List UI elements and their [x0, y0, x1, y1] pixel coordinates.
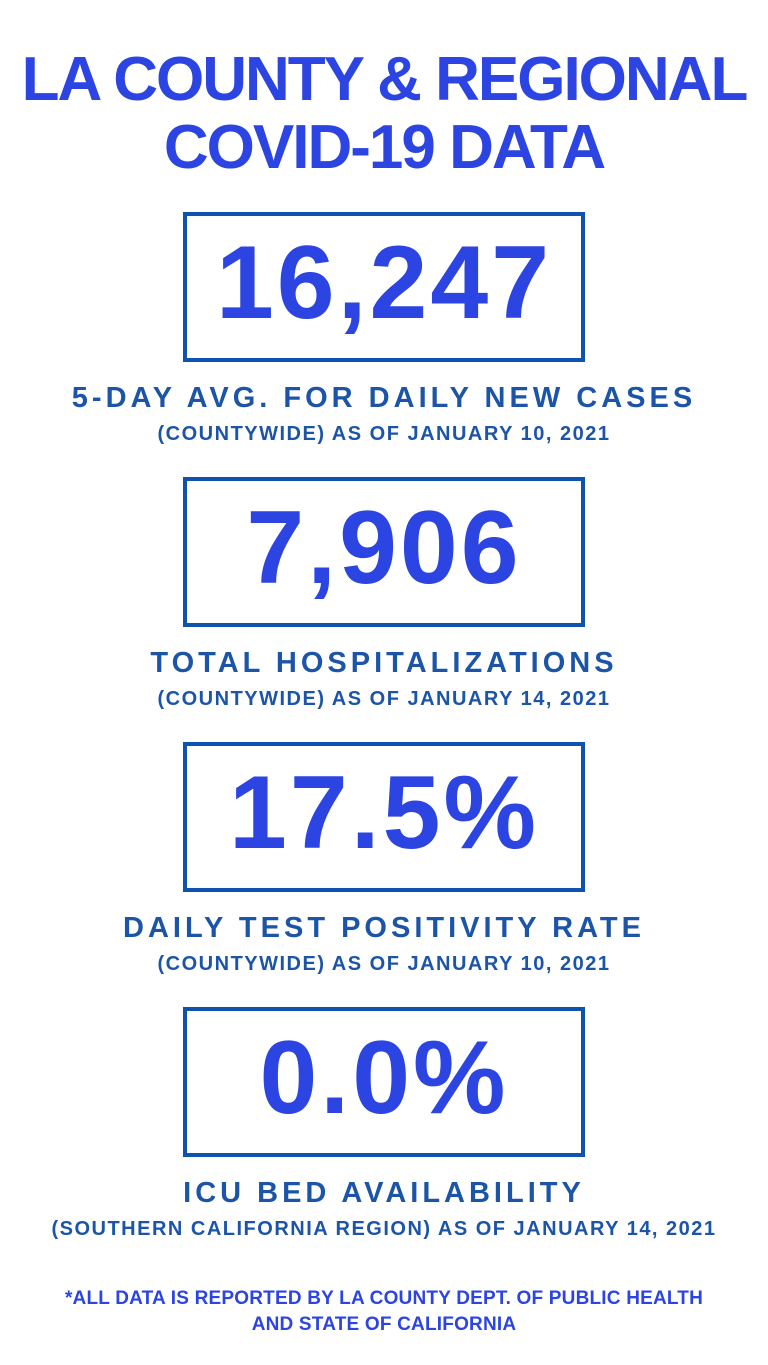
stat-card-total-hospitalizations: 7,906 TOTAL HOSPITALIZATIONS (COUNTYWIDE… [150, 477, 617, 709]
stat-card-daily-new-cases: 16,247 5-DAY AVG. FOR DAILY NEW CASES (C… [72, 212, 696, 444]
footnote-line-1: *ALL DATA IS REPORTED BY LA COUNTY DEPT.… [64, 1288, 704, 1310]
page-title-line-2: COVID-19 DATA [163, 113, 606, 183]
stat-detail-test-positivity-rate: (COUNTYWIDE) AS OF JANUARY 10, 2021 [157, 953, 611, 976]
stat-value-test-positivity-rate: 17.5% [229, 755, 539, 872]
stat-label-daily-new-cases: 5-DAY AVG. FOR DAILY NEW CASES [71, 382, 697, 415]
stat-card-test-positivity-rate: 17.5% DAILY TEST POSITIVITY RATE (COUNTY… [123, 742, 645, 974]
stat-value-box-total-hospitalizations: 7,906 [182, 477, 585, 628]
stat-detail-daily-new-cases: (COUNTYWIDE) AS OF JANUARY 10, 2021 [157, 423, 611, 446]
stat-card-icu-bed-availability: 0.0% ICU BED AVAILABILITY (SOUTHERN CALI… [51, 1007, 716, 1239]
page-title: LA COUNTY & REGIONAL COVID-19 DATA [21, 45, 749, 183]
stat-value-total-hospitalizations: 7,906 [246, 490, 522, 607]
stat-label-total-hospitalizations: TOTAL HOSPITALIZATIONS [150, 647, 618, 680]
stat-label-icu-bed-availability: ICU BED AVAILABILITY [183, 1177, 585, 1210]
stat-value-box-test-positivity-rate: 17.5% [183, 742, 585, 893]
stat-value-icu-bed-availability: 0.0% [259, 1020, 509, 1137]
stat-value-box-icu-bed-availability: 0.0% [182, 1007, 585, 1158]
stat-detail-icu-bed-availability: (SOUTHERN CALIFORNIA REGION) AS OF JANUA… [51, 1218, 717, 1241]
stat-value-box-daily-new-cases: 16,247 [182, 212, 585, 363]
stat-detail-total-hospitalizations: (COUNTYWIDE) AS OF JANUARY 14, 2021 [157, 688, 611, 711]
stat-value-daily-new-cases: 16,247 [215, 225, 553, 342]
page-title-line-1: LA COUNTY & REGIONAL [21, 45, 749, 114]
footnote-line-2: AND STATE OF CALIFORNIA [251, 1314, 517, 1336]
data-source-footnote: *ALL DATA IS REPORTED BY LA COUNTY DEPT.… [65, 1286, 703, 1337]
stat-label-test-positivity-rate: DAILY TEST POSITIVITY RATE [123, 912, 645, 945]
